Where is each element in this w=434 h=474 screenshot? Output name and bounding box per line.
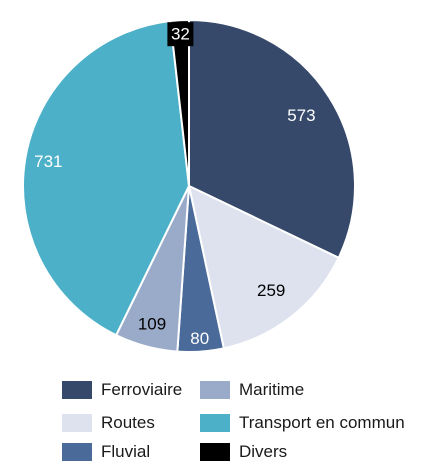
legend-label-maritime: Maritime — [239, 380, 305, 399]
data-label-fluvial: 80 — [190, 329, 209, 348]
legend-swatch-fluvial — [62, 443, 92, 461]
legend-swatch-transport-en-commun — [200, 414, 230, 432]
legend-item-routes: Routes — [62, 411, 155, 435]
legend-label-fluvial: Fluvial — [101, 442, 151, 461]
legend-swatch-maritime — [200, 381, 230, 399]
data-label-maritime: 109 — [138, 314, 166, 333]
data-label-transport-en-commun: 731 — [34, 152, 62, 171]
pie-slice-divers — [169, 18, 190, 187]
legend-item-transport-en-commun: Transport en commun — [200, 411, 405, 435]
legend-item-fluvial: Fluvial — [62, 440, 150, 464]
data-label-divers: 32 — [171, 25, 190, 44]
pie-chart: 573 259 80 109 731 32 — [22, 18, 356, 353]
chart-legend: Ferroviaire Maritime Routes Transport en co… — [62, 378, 434, 470]
legend-item-maritime: Maritime — [200, 378, 304, 402]
legend-label-divers: Divers — [239, 442, 288, 461]
pie-data-labels: 573 259 80 109 731 32 — [34, 22, 316, 348]
legend-item-ferroviaire: Ferroviaire — [62, 378, 182, 402]
pie-slice-routes — [187, 184, 341, 350]
data-label-routes: 259 — [257, 281, 285, 300]
pie-slice-ferroviaire — [188, 18, 356, 260]
legend-label-routes: Routes — [101, 413, 155, 432]
legend-swatch-divers — [200, 443, 230, 461]
legend-swatch-routes — [62, 414, 92, 432]
legend-label-transport-en-commun: Transport en commun — [239, 413, 405, 432]
legend-label-ferroviaire: Ferroviaire — [101, 380, 183, 399]
pie-slices — [22, 18, 356, 353]
legend-item-divers: Divers — [200, 440, 287, 464]
data-label-background-divers — [167, 22, 194, 47]
legend-swatch-ferroviaire — [62, 381, 92, 399]
pie-slice-transport-en-commun — [22, 19, 191, 337]
data-label-ferroviaire: 573 — [287, 106, 315, 125]
